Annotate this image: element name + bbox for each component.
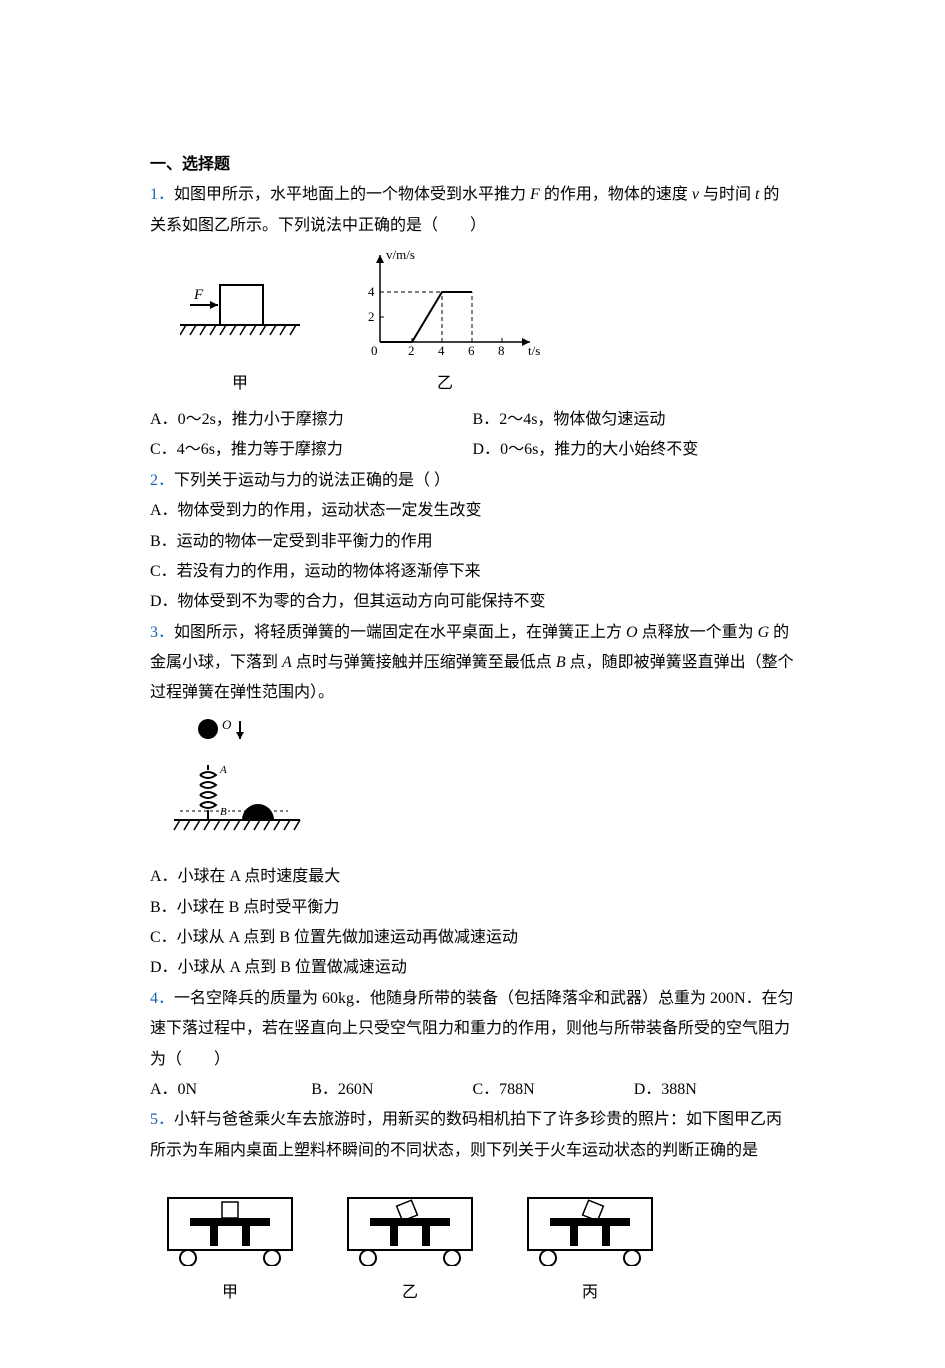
q3-number: 3． (150, 624, 174, 641)
q3-Bpt: B (556, 654, 566, 671)
q2-opt-D: D．物体受到不为零的合力，但其运动方向可能保持不变 (150, 587, 795, 617)
q5-stem: 5．小轩与爸爸乘火车去旅游时，用新买的数码相机拍下了许多珍贵的照片：如下图甲乙丙… (150, 1105, 795, 1166)
q2-opt-A: A．物体受到力的作用，运动状态一定发生改变 (150, 496, 795, 526)
q1-fig-jia: F 甲 (180, 277, 300, 399)
q1B-pre: B． (473, 411, 500, 428)
train-cup-right-icon (520, 1176, 660, 1266)
q1D-expr: 0～6s (500, 441, 538, 458)
fig1-caption: 甲 (180, 369, 300, 399)
q5-c3: 丙 (520, 1278, 660, 1308)
spring-ball-icon: O A B (170, 715, 310, 845)
xt4: 4 (438, 343, 445, 357)
q4-text: 一名空降兵的质量为 60kg．他随身所带的装备（包括降落伞和武器）总重为 200… (150, 990, 794, 1068)
q3-G: G (758, 624, 770, 641)
q1C-expr: 4～6s (177, 441, 215, 458)
q1-text-b: 的作用，物体的速度 (540, 186, 692, 203)
q5-c1: 甲 (160, 1278, 300, 1308)
fig3-B: B (220, 806, 227, 818)
q3b: 点释放一个重为 (638, 624, 758, 641)
q5-figures: 甲 乙 丙 (160, 1176, 795, 1308)
fig2-caption: 乙 (350, 369, 540, 399)
q5-fig-bing: 丙 (520, 1176, 660, 1308)
q1-number: 1． (150, 186, 174, 203)
q5-fig-jia: 甲 (160, 1176, 300, 1308)
q4-options: A．0N B．260N C．788N D．388N (150, 1075, 795, 1105)
q1-text-c: 与时间 (699, 186, 755, 203)
yt4: 4 (368, 284, 375, 299)
train-cup-upright-icon (160, 1176, 300, 1266)
fig3-A: A (219, 764, 227, 776)
q4-number: 4． (150, 990, 174, 1007)
q1-text-a: 如图甲所示，水平地面上的一个物体受到水平推力 (174, 186, 530, 203)
q5-c2: 乙 (340, 1278, 480, 1308)
q1-opt-B: B．2～4s，物体做匀速运动 (473, 405, 796, 435)
q3-opt-B: B．小球在 B 点时受平衡力 (150, 893, 795, 923)
q3-Apt: A (282, 654, 292, 671)
q1B-post: ，物体做匀速运动 (537, 411, 665, 428)
q1C-post: ，推力等于摩擦力 (215, 441, 343, 458)
q3d: 点时与弹簧接触并压缩弹簧至最低点 (292, 654, 556, 671)
q3a: 如图所示，将轻质弹簧的一端固定在水平桌面上，在弹簧正上方 (174, 624, 626, 641)
q3-opt-A: A．小球在 A 点时速度最大 (150, 862, 795, 892)
q1D-post: ，推力的大小始终不变 (538, 441, 698, 458)
q1-fig-yi: v/m/s t/s 2 4 6 8 2 4 0 乙 (350, 247, 540, 399)
q2-text: 下列关于运动与力的说法正确的是（ ） (174, 472, 450, 489)
q3-figure: O A B (170, 715, 795, 856)
q1C-pre: C． (150, 441, 177, 458)
train-cup-left-icon (340, 1176, 480, 1266)
q1B-expr: 2～4s (499, 411, 537, 428)
q1-figures: F 甲 v/m/s t/s 2 4 6 8 2 4 0 (180, 247, 795, 399)
xt2: 2 (408, 343, 415, 357)
var-F: F (530, 186, 540, 203)
q2-stem: 2．下列关于运动与力的说法正确的是（ ） (150, 466, 795, 496)
q1-opt-A: A．0～2s，推力小于摩擦力 (150, 405, 473, 435)
block-on-ground-icon: F (180, 277, 300, 357)
q5-text: 小轩与爸爸乘火车去旅游时，用新买的数码相机拍下了许多珍贵的照片：如下图甲乙丙所示… (150, 1111, 782, 1158)
fig1-F-label: F (193, 287, 204, 303)
q4-opt-B: B．260N (311, 1075, 472, 1105)
q1D-pre: D． (473, 441, 501, 458)
vt-graph-icon: v/m/s t/s 2 4 6 8 2 4 0 (350, 247, 540, 357)
q4-stem: 4．一名空降兵的质量为 60kg．他随身所带的装备（包括降落伞和武器）总重为 2… (150, 984, 795, 1075)
xt8: 8 (498, 343, 505, 357)
q4-opt-C: C．788N (473, 1075, 634, 1105)
q4-opt-D: D．388N (634, 1075, 795, 1105)
q5-fig-yi: 乙 (340, 1176, 480, 1308)
q4-opt-A: A．0N (150, 1075, 311, 1105)
q3-stem: 3．如图所示，将轻质弹簧的一端固定在水平桌面上，在弹簧正上方 O 点释放一个重为… (150, 618, 795, 709)
y-axis-label: v/m/s (386, 247, 415, 262)
q2-number: 2． (150, 472, 174, 489)
q2-opt-B: B．运动的物体一定受到非平衡力的作用 (150, 527, 795, 557)
q1-options: A．0～2s，推力小于摩擦力 B．2～4s，物体做匀速运动 C．4～6s，推力等… (150, 405, 795, 466)
q1-opt-D: D．0～6s，推力的大小始终不变 (473, 435, 796, 465)
x-axis-label: t/s (528, 343, 540, 357)
q3-opt-D: D．小球从 A 点到 B 位置做减速运动 (150, 953, 795, 983)
fig3-O: O (222, 717, 232, 732)
yt2: 2 (368, 309, 375, 324)
q1-opt-C: C．4～6s，推力等于摩擦力 (150, 435, 473, 465)
q3-opt-C: C．小球从 A 点到 B 位置先做加速运动再做减速运动 (150, 923, 795, 953)
var-v: v (692, 186, 699, 203)
q1-stem: 1．如图甲所示，水平地面上的一个物体受到水平推力 F 的作用，物体的速度 v 与… (150, 180, 795, 241)
q2-opt-C: C．若没有力的作用，运动的物体将逐渐停下来 (150, 557, 795, 587)
q1A-post: ，推力小于摩擦力 (216, 411, 344, 428)
section-title: 一、选择题 (150, 150, 795, 180)
q1A-pre: A． (150, 411, 178, 428)
q5-number: 5． (150, 1111, 174, 1128)
q1A-expr: 0～2s (178, 411, 216, 428)
origin-zero: 0 (371, 343, 378, 357)
xt6: 6 (468, 343, 475, 357)
q3-O: O (626, 624, 638, 641)
